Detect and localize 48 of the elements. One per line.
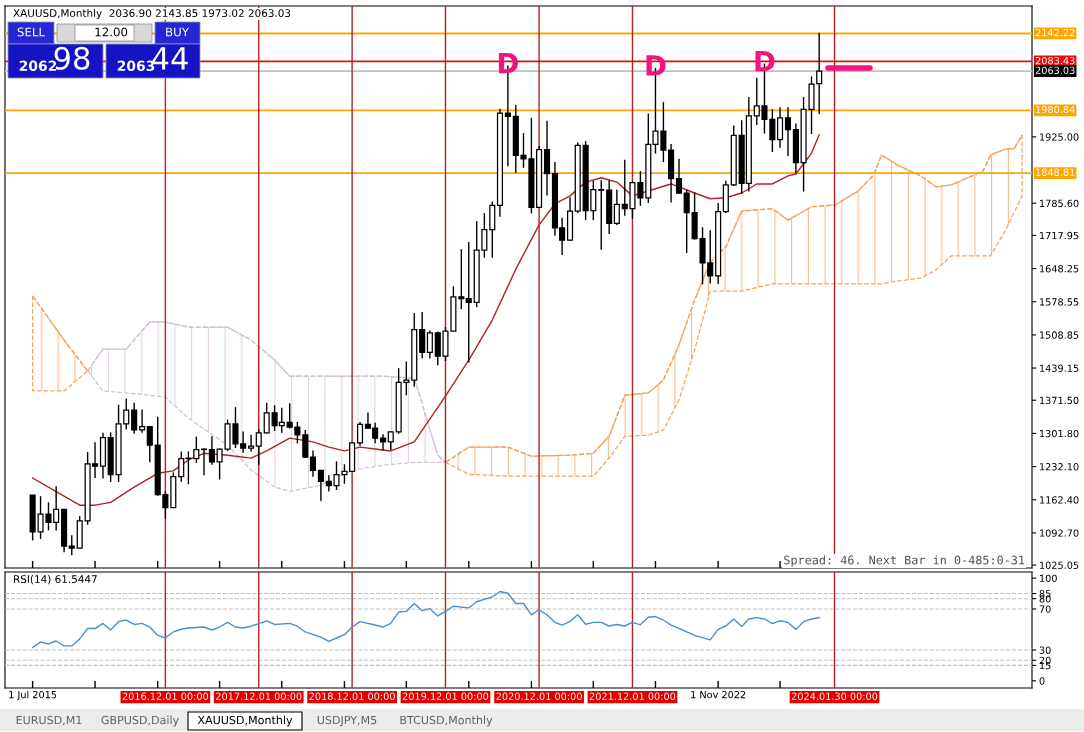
x-tick-label: 1 Jul 2015 xyxy=(9,690,57,701)
y-tick-label: 1785.60 xyxy=(1040,199,1079,208)
y-tick-label: 1717.95 xyxy=(1040,231,1079,240)
annotation: BUY xyxy=(166,27,189,37)
y-tick-label: 1301.80 xyxy=(1040,429,1079,438)
y-tick-label: 1648.25 xyxy=(1040,265,1079,273)
y-tick-label: 0 xyxy=(1039,677,1045,685)
chart-title: RSI(14) 61.5447 xyxy=(14,574,97,585)
text: EURUSD,M1 xyxy=(16,715,82,726)
ref-line-label: 2063.03 xyxy=(1035,66,1075,74)
y-tick-label: 1439.15 xyxy=(1040,364,1079,372)
ref-line-label: 2021.12.01 00:00 xyxy=(589,692,676,700)
y-tick-label: 1092.70 xyxy=(1040,529,1079,537)
ref-line-label: 2019.12.01 00:00 xyxy=(402,692,489,700)
annotation: SELL xyxy=(17,27,45,37)
text: BTCUSD,Monthly xyxy=(400,715,493,727)
ref-line-label: 1980.84 xyxy=(1036,105,1075,114)
ref-line-label: 2083.43 xyxy=(1035,56,1075,65)
y-tick-label: 20 xyxy=(1039,656,1051,665)
y-tick-label: 15 xyxy=(1040,662,1051,670)
ref-line-label: 2017.12.01 00:00 xyxy=(216,692,302,700)
ref-line-label: 2018.12.01 00:00 xyxy=(309,692,395,700)
ref-line-label: 1848.81 xyxy=(1036,168,1075,176)
text: XAUUSD,Monthly xyxy=(197,715,293,727)
y-tick-label: 70 xyxy=(1039,605,1051,613)
text: GBPUSD,Daily xyxy=(101,715,179,727)
y-tick-label: 1162.40 xyxy=(1040,496,1079,504)
annotation: 2063 xyxy=(117,60,155,72)
y-tick-label: 1578.55 xyxy=(1040,298,1079,306)
ref-line-label: 2024.01.30 00:00 xyxy=(791,692,878,700)
annotation: 2062 xyxy=(19,60,57,72)
y-tick-label: 100 xyxy=(1040,574,1057,582)
ref-line-label: 2016.12.01 00:00 xyxy=(122,692,209,700)
y-tick-label: 1508.85 xyxy=(1040,331,1079,339)
y-tick-label: 1371.50 xyxy=(1040,396,1079,405)
y-tick-label: 1925.00 xyxy=(1040,133,1079,141)
text: USDJPY,M5 xyxy=(317,715,377,727)
y-tick-label: 30 xyxy=(1039,646,1051,654)
x-tick-label: 1 Nov 2022 xyxy=(691,690,746,699)
ref-line-label: 2020.12.01 00:00 xyxy=(496,692,582,700)
ref-line-label: 2142.22 xyxy=(1035,28,1075,37)
annotation: 12.00 xyxy=(95,27,128,37)
y-tick-label: 1025.05 xyxy=(1040,561,1079,569)
annotation: Spread: 46. Next Bar in 0-485:0-31 xyxy=(784,555,1025,567)
y-tick-label: 1232.10 xyxy=(1040,463,1079,471)
annotation: 98 xyxy=(54,46,90,70)
chart-title: XAUUSD,Monthly 2036.90 2143.85 1973.02 2063.03 xyxy=(13,8,291,20)
annotation: 44 xyxy=(152,47,188,70)
